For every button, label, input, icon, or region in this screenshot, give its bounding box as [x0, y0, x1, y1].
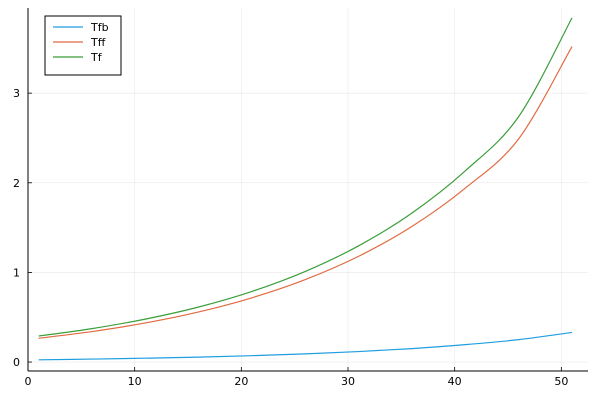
legend-label-tf: Tf — [90, 51, 103, 64]
x-tick-label: 30 — [341, 375, 355, 388]
x-tick-label: 10 — [128, 375, 142, 388]
y-tick-label: 3 — [13, 87, 20, 100]
series-line-tf — [38, 17, 573, 337]
grid-layer — [27, 8, 588, 371]
series-layer — [38, 17, 573, 361]
legend-box — [44, 15, 122, 76]
y-tick-label: 0 — [13, 356, 20, 369]
y-tick-label: 2 — [13, 177, 20, 190]
legend-label-tff: Tff — [90, 36, 106, 49]
legend-label-tfb: Tfb — [90, 21, 109, 34]
ticks-layer: 0 10 20 30 40 50 0 1 2 3 — [13, 87, 568, 388]
axes-layer — [27, 8, 588, 372]
legend: Tfb Tff Tf — [44, 15, 122, 76]
x-tick-label: 50 — [554, 375, 568, 388]
series-line-tff — [38, 46, 573, 339]
x-tick-label: 0 — [25, 375, 32, 388]
series-line-tfb — [38, 331, 573, 361]
x-tick-label: 40 — [448, 375, 462, 388]
x-tick-label: 20 — [234, 375, 248, 388]
y-tick-label: 1 — [13, 266, 20, 279]
